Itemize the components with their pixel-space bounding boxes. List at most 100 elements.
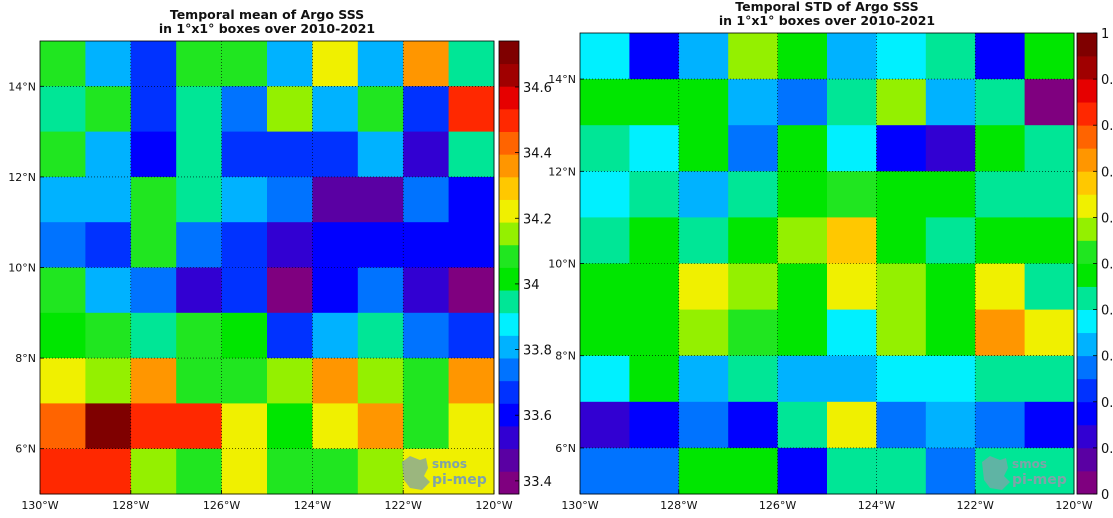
y-tick-label: 10°N bbox=[8, 262, 36, 275]
x-tick-label: 124°W bbox=[858, 499, 895, 512]
colorbar-segment bbox=[499, 222, 519, 246]
heatmap-cell bbox=[827, 171, 877, 218]
heatmap-cell bbox=[357, 176, 404, 223]
heatmap-cell bbox=[403, 131, 450, 178]
colorbar-segment bbox=[499, 335, 519, 359]
heatmap-cell bbox=[925, 125, 976, 172]
heatmap-cell bbox=[221, 222, 268, 268]
heatmap-cell bbox=[777, 79, 828, 126]
y-tick-label: 8°N bbox=[555, 350, 576, 363]
heatmap-cell bbox=[85, 312, 132, 359]
colorbar-segment bbox=[1077, 355, 1097, 380]
y-tick-label: 12°N bbox=[8, 171, 36, 184]
heatmap-cell bbox=[876, 125, 927, 172]
heatmap-cell bbox=[357, 312, 404, 359]
std-sss-panel: Temporal STD of Argo SSS in 1°x1° boxes … bbox=[548, 0, 1113, 512]
heatmap-cell bbox=[357, 403, 404, 450]
colorbar-segment bbox=[1077, 148, 1097, 172]
heatmap-cell bbox=[221, 267, 268, 314]
heatmap-cell bbox=[85, 448, 132, 495]
heatmap-cell bbox=[221, 131, 268, 178]
colorbar-segment bbox=[1077, 447, 1097, 472]
colorbar-tick-label: 33.4 bbox=[523, 475, 552, 490]
heatmap-cell bbox=[40, 222, 86, 268]
heatmap-cell bbox=[975, 263, 1026, 311]
heatmap-cell bbox=[580, 125, 630, 172]
colorbar-tick-label: 33.6 bbox=[523, 409, 552, 424]
heatmap-cell bbox=[876, 33, 927, 80]
heatmap-cell bbox=[176, 448, 223, 495]
colorbar-segment bbox=[499, 426, 519, 450]
heatmap-cell bbox=[777, 33, 828, 80]
heatmap-cell bbox=[176, 131, 223, 178]
heatmap-cell bbox=[1024, 217, 1075, 264]
colorbar-frame bbox=[498, 40, 520, 495]
colorbar-segment bbox=[1077, 56, 1097, 80]
colorbar: 1 0. 0. 0. 0. 0. 0. 0. 0. 0. 0 bbox=[1076, 27, 1113, 503]
heatmap-cell bbox=[777, 171, 828, 218]
chart-title: Temporal STD of Argo SSS bbox=[735, 0, 918, 14]
heatmap-cell bbox=[40, 86, 86, 133]
heatmap-cell bbox=[448, 403, 495, 450]
heatmap-cell bbox=[629, 355, 680, 403]
colorbar-segment bbox=[499, 290, 519, 314]
heatmap-cell bbox=[580, 263, 630, 311]
heatmap-cell bbox=[357, 358, 404, 404]
logo-text-smos: smos bbox=[432, 457, 467, 471]
heatmap-cell bbox=[221, 86, 268, 133]
heatmap-cell bbox=[176, 41, 223, 87]
heatmap-cell bbox=[728, 401, 779, 449]
heatmap-cell bbox=[448, 448, 495, 495]
heatmap-cell bbox=[728, 79, 779, 126]
colorbar-segment bbox=[1077, 424, 1097, 449]
heatmap-cell bbox=[40, 448, 86, 495]
heatmap-cell bbox=[975, 33, 1026, 80]
colorbar-segment bbox=[1077, 240, 1097, 264]
heatmap-cell bbox=[1024, 33, 1075, 80]
heatmap-cell bbox=[85, 41, 132, 87]
heatmap-cell bbox=[580, 355, 630, 403]
heatmap-cell bbox=[267, 448, 313, 495]
heatmap-cell bbox=[40, 403, 86, 450]
heatmap-cell bbox=[728, 33, 779, 80]
logo-text-pimep: pi-mep bbox=[1012, 472, 1067, 488]
heatmap-cell bbox=[876, 217, 927, 264]
colorbar-tick-label: 0. bbox=[1101, 258, 1113, 273]
colorbar-segment bbox=[499, 403, 519, 427]
heatmap-cell bbox=[130, 267, 177, 314]
heatmap-cell bbox=[448, 222, 495, 268]
heatmap-cell bbox=[312, 86, 359, 133]
heatmap-cell bbox=[925, 79, 976, 126]
heatmap-cell bbox=[876, 447, 927, 495]
heatmap-cell bbox=[629, 125, 680, 172]
heatmap-cell bbox=[777, 401, 828, 449]
colorbar-tick-label: 34.2 bbox=[523, 212, 552, 227]
heatmap-cell bbox=[827, 447, 877, 495]
y-axis: 6°N 8°N 10°N 12°N 14°N bbox=[8, 80, 44, 456]
colorbar-segment bbox=[499, 448, 519, 472]
y-tick-label: 14°N bbox=[8, 80, 36, 93]
heatmap-cell bbox=[925, 33, 976, 80]
heatmap-cell bbox=[1024, 79, 1075, 126]
heatmap-cell bbox=[403, 176, 450, 223]
colorbar-segment bbox=[499, 312, 519, 336]
colorbar-segment bbox=[1077, 217, 1097, 241]
heatmap-cell bbox=[629, 263, 680, 311]
heatmap-cell bbox=[876, 171, 927, 218]
heatmap-cell bbox=[221, 312, 268, 359]
heatmap-cell bbox=[777, 217, 828, 264]
colorbar-tick-label: 34 bbox=[523, 278, 540, 293]
heatmap-cell bbox=[176, 176, 223, 223]
logo-mark bbox=[982, 456, 1010, 490]
colorbar-segment bbox=[499, 358, 519, 382]
heatmap-cell bbox=[827, 125, 877, 172]
heatmap-cell bbox=[85, 86, 132, 133]
heatmap-cell bbox=[876, 263, 927, 311]
heatmap-cell bbox=[130, 448, 177, 495]
heatmap-cell bbox=[629, 309, 680, 357]
heatmap-cell bbox=[448, 312, 495, 359]
colorbar-tick-label: 0. bbox=[1101, 73, 1113, 88]
